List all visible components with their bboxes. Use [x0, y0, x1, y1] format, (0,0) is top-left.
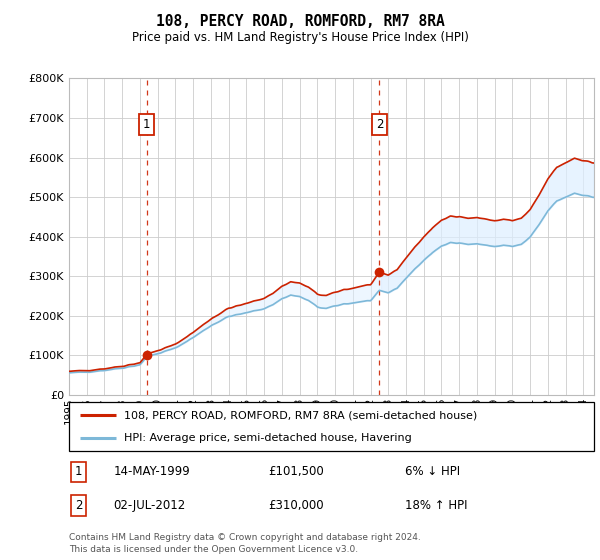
Text: 1: 1	[143, 118, 150, 131]
Text: Contains HM Land Registry data © Crown copyright and database right 2024.
This d: Contains HM Land Registry data © Crown c…	[69, 533, 421, 554]
Text: 2: 2	[376, 118, 383, 131]
Text: 14-MAY-1999: 14-MAY-1999	[113, 465, 190, 478]
Text: 02-JUL-2012: 02-JUL-2012	[113, 499, 186, 512]
Text: 6% ↓ HPI: 6% ↓ HPI	[405, 465, 460, 478]
Text: 1: 1	[75, 465, 82, 478]
Text: Price paid vs. HM Land Registry's House Price Index (HPI): Price paid vs. HM Land Registry's House …	[131, 31, 469, 44]
Text: £101,500: £101,500	[269, 465, 324, 478]
Text: 108, PERCY ROAD, ROMFORD, RM7 8RA: 108, PERCY ROAD, ROMFORD, RM7 8RA	[155, 14, 445, 29]
Text: 2: 2	[75, 499, 82, 512]
Text: 108, PERCY ROAD, ROMFORD, RM7 8RA (semi-detached house): 108, PERCY ROAD, ROMFORD, RM7 8RA (semi-…	[124, 410, 478, 421]
Text: HPI: Average price, semi-detached house, Havering: HPI: Average price, semi-detached house,…	[124, 433, 412, 444]
Text: 18% ↑ HPI: 18% ↑ HPI	[405, 499, 467, 512]
Text: £310,000: £310,000	[269, 499, 324, 512]
